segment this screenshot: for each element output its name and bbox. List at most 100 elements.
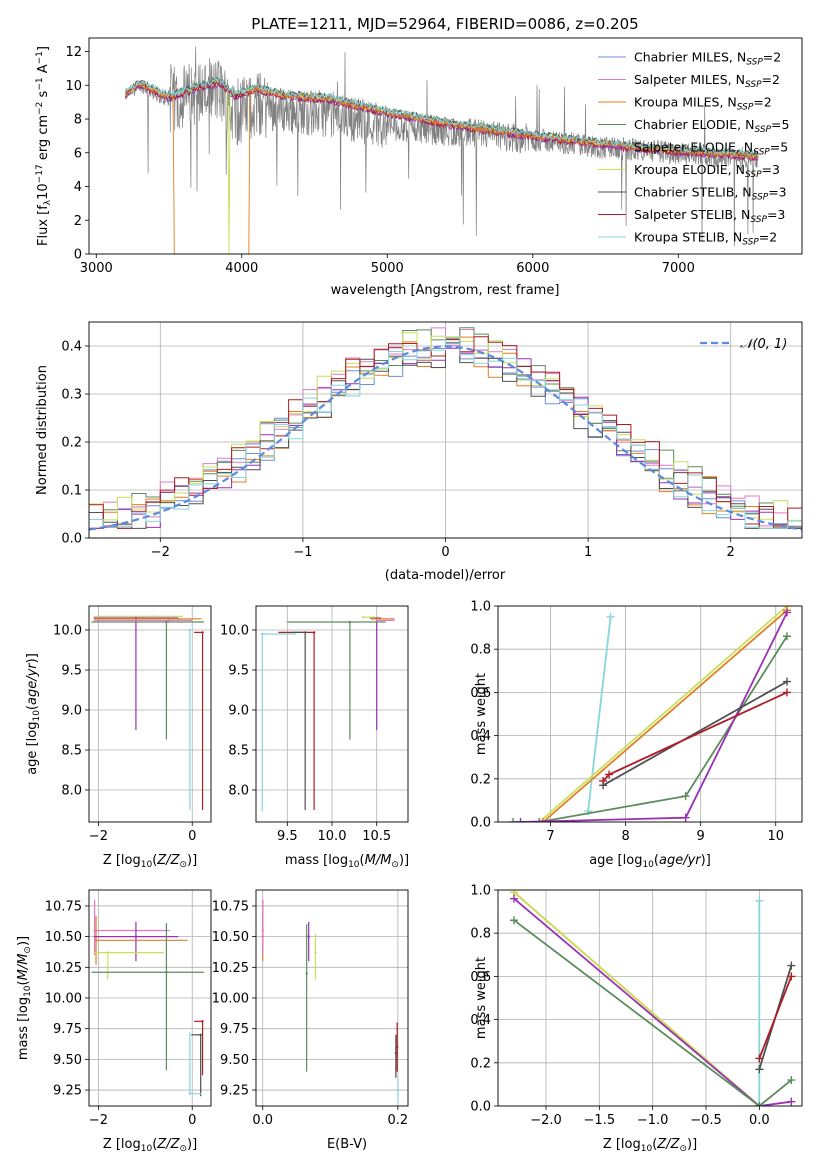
errorbar-salpeter-miles [261,899,264,956]
data-point [176,617,180,620]
panel-mass-vs-e-b-v: 0.0 0.2 9.25 9.50 9.75 10.00 10.25 10.50 10.75 E(… [212,889,409,1152]
errorbar-chabrier-stelib [394,1034,398,1078]
data-point [314,951,317,954]
x-axis-label: E(B-V) [327,1137,367,1152]
errorbar-kroupa-miles [93,617,202,620]
axes-frame [88,889,212,1107]
plot-area [91,615,204,810]
errorbar-salpeter-miles [93,899,170,956]
x-tick-label: −1.0 [637,1113,669,1128]
errorbar-salpeter-stelib [194,1020,204,1076]
y-tick-label: 6 [74,146,82,161]
series-marker [782,677,791,686]
series-chabrier-stelib [599,677,791,790]
data-point [305,972,308,975]
errorbar-kroupa-elodie [314,934,317,980]
grid-lines [89,606,211,822]
series-kroupa-stelib [755,896,764,1106]
normal-curve [89,345,802,531]
errorbar-kroupa-miles [94,915,188,965]
errorbar-kroupa-stelib [188,1032,202,1095]
grid-lines [256,890,408,1106]
errorbar-chabrier-elodie [305,924,308,1072]
y-tick-label: 0.2 [61,436,82,451]
grid-lines [498,605,802,823]
x-tick-label: 0.0 [749,1113,770,1128]
data-point [134,935,138,938]
series-marker [509,818,518,822]
y-tick-label: 9.25 [53,1084,82,1099]
panel-residual-histogram: −2 −1 0 1 2 0.0 0.1 0.2 0.3 0.4 𝒩(0, 1) (data-model… [35,321,803,583]
spectrum-model-kroupa-stelib [124,77,758,157]
data-point [396,1088,400,1092]
x-tick-label: 0.2 [388,1113,409,1128]
legend-label-salpeter-elodie: Salpeter ELODIE, NSSP=5 [634,140,788,158]
data-point [153,615,156,618]
series-marker [755,896,764,905]
y-tick-label: 0.1 [61,484,82,499]
grid-lines [498,889,802,1107]
y-tick-label: 8.0 [61,784,82,799]
legend-label-kroupa-stelib: Kroupa STELIB, NSSP=2 [634,230,777,248]
x-tick-label: 0.0 [252,1113,273,1128]
y-tick-label: 2 [74,214,82,229]
series-marker [755,1102,764,1106]
series-line [602,680,788,787]
errorbar-salpeter-elodie [307,921,310,962]
y-tick-label: 1.0 [470,884,491,899]
spectrum-model-salpeter-stelib [124,81,758,161]
data-point [201,1020,204,1023]
errorbar-salpeter-miles [375,619,395,622]
x-tick-label: 0 [188,829,196,844]
x-tick-label: −1 [293,545,312,560]
y-tick-label: 0.8 [470,927,491,942]
histogram-kroupa-stelib [89,337,802,529]
x-tick-label: 1 [584,545,592,560]
legend-label-chabrier-elodie: Chabrier ELODIE, NSSP=5 [634,117,789,135]
y-tick-label: 10.00 [212,992,249,1007]
y-tick-label: 8.5 [61,744,82,759]
y-tick-label: 10.50 [212,930,249,945]
errorbar-salpeter-stelib [395,1022,399,1072]
data-point [93,929,96,932]
x-tick-label: 9 [697,829,705,844]
y-axis-label: mass weight [474,957,489,1039]
data-point [167,619,170,622]
errorbar-kroupa-elodie [93,951,165,980]
y-axis-label: Normed distribution [35,365,50,495]
errorbar-chabrier-stelib [291,631,307,810]
errorbar-kroupa-miles [371,617,395,620]
legend-label-kroupa-elodie: Kroupa ELODIE, NSSP=3 [634,162,780,180]
axes-frame [88,37,803,255]
legend-label-kroupa-miles: Kroupa MILES, NSSP=2 [634,95,772,113]
y-tick-label: 10.75 [212,899,249,914]
x-tick-label: 0 [188,1113,196,1128]
series-marker [782,608,791,617]
data-point [371,617,374,620]
series-line [602,691,788,782]
grid-lines [256,606,408,822]
axes-frame [497,605,803,823]
axes-frame [88,321,803,539]
series-marker [605,770,614,779]
axes-frame [497,889,803,1107]
y-axis-label: mass [log10(M/M⊙)] [16,936,33,1060]
series-marker [787,961,796,970]
plot-area [509,606,791,822]
errorbar-kroupa-stelib [188,628,192,810]
x-tick-label: 3000 [80,261,113,276]
x-tick-label: 9.5 [277,829,298,844]
axes-frame [88,605,212,823]
data-point [261,929,264,932]
plot-area [91,899,204,1097]
y-tick-label: 4 [74,180,82,195]
x-tick-label: −2 [89,829,108,844]
series-marker [755,1054,764,1063]
y-tick-label: 0.0 [470,816,491,831]
errorbar-kroupa-stelib [261,632,297,812]
x-axis-label: wavelength [Angstrom, rest frame] [331,283,560,298]
series-marker [516,818,525,822]
series-line [513,897,792,1106]
y-tick-label: 12 [65,45,82,60]
legend-label-normal: 𝒩(0, 1) [740,337,787,352]
